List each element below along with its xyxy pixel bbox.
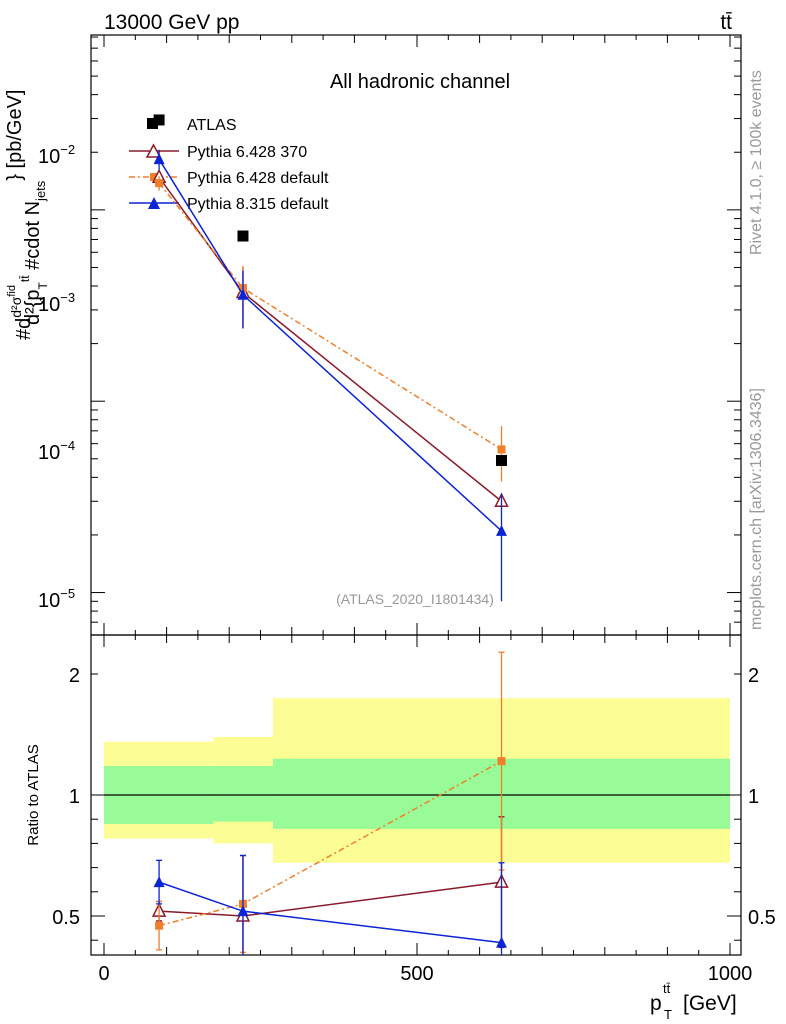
plot-title: All hadronic channel xyxy=(330,71,510,93)
y-tick-label: 10−5 xyxy=(38,586,75,612)
y-tick-label: 10−4 xyxy=(38,438,75,464)
legend-label: Pythia 8.315 default xyxy=(187,196,329,213)
main-data xyxy=(151,114,509,602)
marker-square xyxy=(497,757,506,766)
ratio-tick-label: 1 xyxy=(748,786,759,808)
data-point xyxy=(237,230,249,242)
ratio-line xyxy=(158,881,502,944)
series-line xyxy=(158,176,502,502)
marker-square xyxy=(497,445,506,454)
ratio-tick-label: 0.5 xyxy=(52,907,80,929)
x-axis-label: p T tt̄ [GeV] xyxy=(650,981,737,1022)
marker-triangle xyxy=(496,936,508,948)
main-panel xyxy=(91,35,741,636)
legend-marker-atlas xyxy=(147,118,158,129)
legend-label: Pythia 6.428 370 xyxy=(187,144,307,161)
x-tick-label: 500 xyxy=(400,963,433,985)
svg-text:tt̄: tt̄ xyxy=(663,981,671,996)
svg-text:10−2: 10−2 xyxy=(38,142,75,168)
data-point xyxy=(496,454,508,466)
marker-square xyxy=(155,179,164,188)
series-line xyxy=(158,182,502,451)
legend: ATLAS Pythia 6.428 370 Pythia 6.428 defa… xyxy=(129,117,329,213)
ratio-data xyxy=(151,651,509,955)
site-label: mcplots.cern.ch [arXiv:1306.3436] xyxy=(748,388,765,630)
rivet-label: Rivet 4.1.0, ≥ 100k events xyxy=(748,70,765,255)
energy-label: 13000 GeV pp xyxy=(104,11,239,34)
marker-square xyxy=(155,921,164,930)
marker-triangle xyxy=(153,876,165,888)
svg-text:10−5: 10−5 xyxy=(38,586,75,612)
ratio-band-inner xyxy=(213,765,274,822)
ratio-tick-label: 0.5 xyxy=(748,907,776,929)
marker-triangle xyxy=(153,153,165,165)
x-tick-label: 0 xyxy=(98,963,109,985)
analysis-id: (ATLAS_2020_I1801434) xyxy=(336,591,494,607)
legend-marker-py6-370 xyxy=(145,143,162,158)
ratio-y-label: Ratio to ATLAS xyxy=(25,744,42,845)
y-tick-label: 10−3 xyxy=(38,290,75,316)
marker-triangle xyxy=(237,288,249,300)
series-line xyxy=(158,158,503,532)
main-y-label: #dd²σfid d²{pTtt̄ #cdot Njets} [pb/GeV] xyxy=(4,90,50,340)
y-tick-label: 10−2 xyxy=(38,142,75,168)
legend-marker-py6-default xyxy=(150,173,158,181)
svg-text:10−4: 10−4 xyxy=(38,438,75,464)
legend-marker-py8-default xyxy=(148,197,160,209)
svg-text:T: T xyxy=(664,1007,672,1022)
ratio-tick-label: 1 xyxy=(69,786,80,808)
ratio-tick-label: 2 xyxy=(69,665,80,687)
ratio-tick-label: 2 xyxy=(748,665,759,687)
x-tick-label: 1000 xyxy=(708,963,753,985)
svg-text:10−3: 10−3 xyxy=(38,290,75,316)
legend-label: ATLAS xyxy=(187,117,237,134)
marker-triangle xyxy=(496,524,508,536)
svg-text:p: p xyxy=(650,992,662,1015)
ratio-panel xyxy=(91,635,741,955)
legend-label: Pythia 6.428 default xyxy=(187,170,329,187)
ratio-frame xyxy=(90,634,742,956)
marker-triangle xyxy=(237,905,249,917)
data-point xyxy=(153,114,165,126)
ratio-line xyxy=(159,881,502,917)
process-label: tt̄ xyxy=(720,11,732,34)
svg-text:[GeV]: [GeV] xyxy=(683,992,737,1015)
